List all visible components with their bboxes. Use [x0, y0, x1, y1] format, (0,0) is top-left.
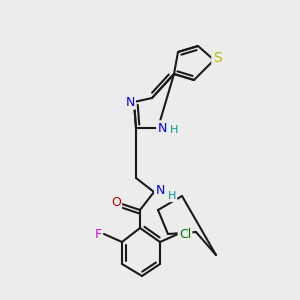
Text: S: S: [213, 51, 221, 65]
Text: O: O: [111, 196, 121, 208]
Text: Cl: Cl: [179, 227, 191, 241]
Text: F: F: [94, 227, 102, 241]
Text: N: N: [155, 184, 165, 196]
Text: N: N: [125, 95, 135, 109]
Text: H: H: [168, 191, 176, 201]
Text: N: N: [157, 122, 167, 134]
Text: H: H: [170, 125, 178, 135]
